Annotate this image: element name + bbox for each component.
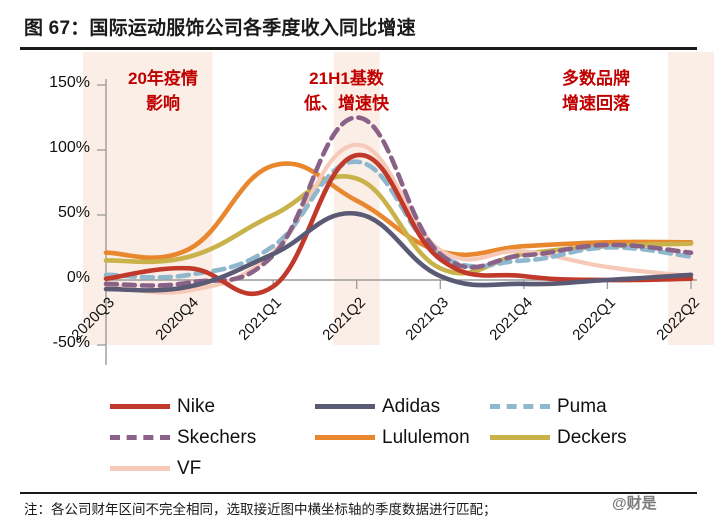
legend-item-deckers[interactable]: Deckers <box>490 423 627 452</box>
legend-swatch-lululemon <box>315 435 375 440</box>
title-divider <box>20 47 697 50</box>
legend-label: VF <box>177 457 202 479</box>
annotation-line-2: 影响 <box>145 94 180 113</box>
legend-item-lululemon[interactable]: Lululemon <box>315 423 470 452</box>
y-axis-tick-label: 100% <box>49 139 90 156</box>
annotation-line-1: 多数品牌 <box>562 69 630 88</box>
legend-swatch-skechers <box>110 435 170 440</box>
legend-label: Puma <box>557 395 607 417</box>
series-line-lululemon <box>103 161 694 261</box>
legend-item-vf[interactable]: VF <box>110 454 201 483</box>
legend-item-nike[interactable]: Nike <box>110 392 215 421</box>
legend-label: Skechers <box>177 426 257 448</box>
line-chart-svg <box>83 52 714 365</box>
annotation-covid-impact: 20年疫情 影响 <box>128 66 198 116</box>
legend-swatch-puma <box>490 404 550 409</box>
footnote-divider <box>20 492 697 494</box>
shaded-band-3 <box>668 52 714 345</box>
annotation-line-1: 21H1基数 <box>309 69 384 88</box>
figure-header: 图 67：国际运动服饰公司各季度收入同比增速 <box>0 0 717 52</box>
annotation-line-2: 增速回落 <box>562 94 630 113</box>
page-title: 图 67：国际运动服饰公司各季度收入同比增速 <box>24 18 416 39</box>
legend-label: Deckers <box>557 426 627 448</box>
legend-swatch-nike <box>110 404 170 409</box>
legend-swatch-deckers <box>490 435 550 440</box>
legend-label: Adidas <box>382 395 441 417</box>
legend-item-puma[interactable]: Puma <box>490 392 607 421</box>
annotation-line-2: 低、增速快 <box>304 94 389 113</box>
annotation-low-base: 21H1基数 低、增速快 <box>304 66 389 116</box>
legend-swatch-adidas <box>315 404 375 409</box>
shaded-band-1 <box>83 52 213 345</box>
legend-label: Lululemon <box>382 426 470 448</box>
footnote-text: 注：各公司财年区间不完全相同，选取接近图中横坐标轴的季度数据进行匹配； <box>24 502 497 517</box>
chart-legend: Nike Adidas Puma Skechers Lululemon Deckers VF <box>0 392 717 484</box>
legend-swatch-vf <box>110 466 170 471</box>
y-axis-tick-label: 50% <box>57 204 90 221</box>
annotation-growth-slowdown: 多数品牌 增速回落 <box>562 66 630 116</box>
chart-canvas: 20年疫情 影响 21H1基数 低、增速快 多数品牌 增速回落 150% 100%… <box>0 52 717 392</box>
series-line-vf <box>103 142 694 295</box>
legend-item-skechers[interactable]: Skechers <box>110 423 256 452</box>
legend-item-adidas[interactable]: Adidas <box>315 392 440 421</box>
watermark: @财是 <box>612 495 657 512</box>
y-axis-tick-label: 150% <box>49 74 90 91</box>
annotation-line-1: 20年疫情 <box>128 69 198 88</box>
series-line-adidas <box>103 210 694 293</box>
legend-label: Nike <box>177 395 216 417</box>
y-axis-tick-label: -50% <box>52 334 90 351</box>
y-axis-tick-label: 0% <box>66 269 90 286</box>
